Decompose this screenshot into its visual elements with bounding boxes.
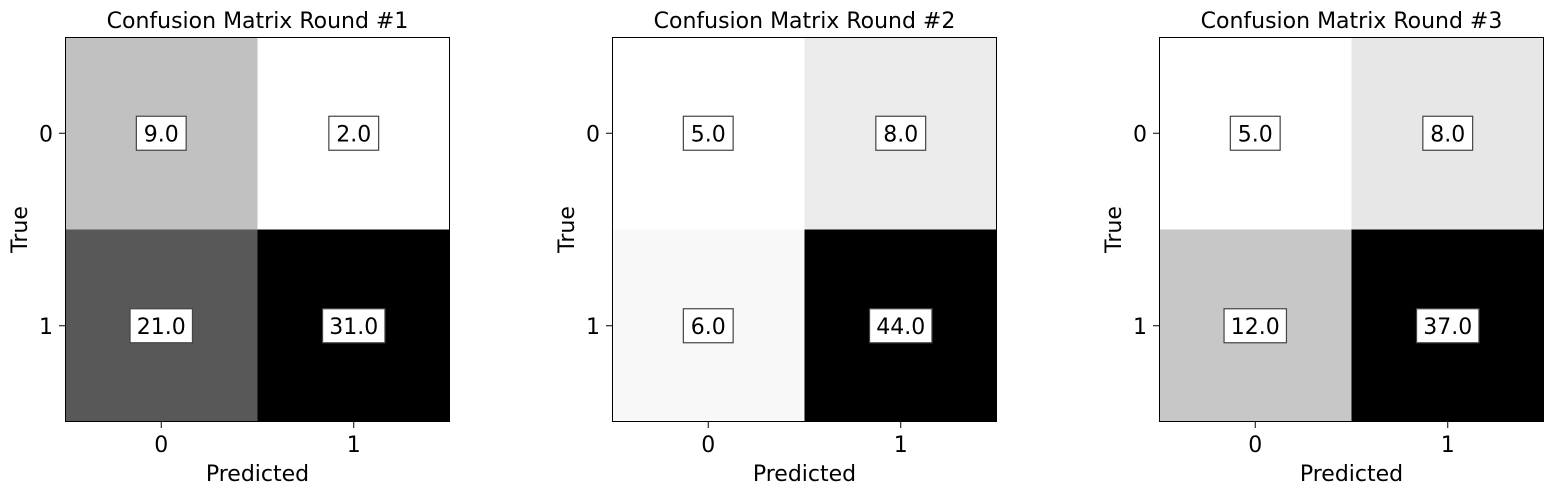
value-label: 2.0 xyxy=(336,122,371,147)
value-label-box xyxy=(868,308,933,344)
y-axis-label: True xyxy=(555,206,580,254)
x-tick-label: 0 xyxy=(154,433,168,458)
x-axis-label: Predicted xyxy=(206,462,309,487)
value-label-box xyxy=(682,308,734,344)
value-label-box xyxy=(129,308,194,344)
confusion-matrix-panel-3: 5.0 8.0 12.0 37.0 0 1 0 1 Confusion Matrix Round… xyxy=(1102,9,1544,487)
chart-title: Confusion Matrix Round #3 xyxy=(1201,9,1503,34)
axes-frame xyxy=(612,37,997,422)
value-label: 5.0 xyxy=(1238,122,1273,147)
value-label: 44.0 xyxy=(876,315,925,340)
value-label: 9.0 xyxy=(144,122,179,147)
value-label: 37.0 xyxy=(1423,315,1472,340)
value-label-box xyxy=(135,115,187,151)
y-tick-label: 1 xyxy=(586,315,600,340)
y-tick-label: 0 xyxy=(39,122,53,147)
value-label-box xyxy=(321,308,386,344)
x-tick-label: 1 xyxy=(894,433,908,458)
x-tick-label: 1 xyxy=(347,433,361,458)
value-label: 21.0 xyxy=(137,315,186,340)
y-tick-label: 1 xyxy=(1133,315,1147,340)
confusion-matrix-panel-1: 9.0 2.0 21.0 31.0 0 1 0 1 Confusion Matrix Round… xyxy=(8,9,450,487)
confusion-matrix-panel-2: 5.0 8.0 6.0 44.0 0 1 0 1 Confusion Matrix Round … xyxy=(555,9,997,487)
x-tick-label: 1 xyxy=(1441,433,1455,458)
x-axis-label: Predicted xyxy=(1300,462,1403,487)
value-label-box xyxy=(1422,115,1474,151)
value-label-box xyxy=(1223,308,1288,344)
value-label: 12.0 xyxy=(1231,315,1280,340)
x-tick-label: 0 xyxy=(701,433,715,458)
x-tick-label: 0 xyxy=(1248,433,1262,458)
axes-frame xyxy=(1159,37,1544,422)
value-label-box xyxy=(1415,308,1480,344)
value-label: 8.0 xyxy=(1430,122,1465,147)
chart-title: Confusion Matrix Round #2 xyxy=(654,9,956,34)
value-label: 5.0 xyxy=(691,122,726,147)
y-tick-label: 0 xyxy=(1133,122,1147,147)
chart-title: Confusion Matrix Round #1 xyxy=(107,9,409,34)
y-axis-label: True xyxy=(8,206,33,254)
y-tick-label: 1 xyxy=(39,315,53,340)
value-label: 8.0 xyxy=(883,122,918,147)
value-label: 6.0 xyxy=(691,315,726,340)
y-tick-label: 0 xyxy=(586,122,600,147)
x-axis-label: Predicted xyxy=(753,462,856,487)
value-label-box xyxy=(875,115,927,151)
value-label-box xyxy=(682,115,734,151)
value-label-box xyxy=(328,115,380,151)
axes-frame xyxy=(65,37,450,422)
value-label: 31.0 xyxy=(329,315,378,340)
y-axis-label: True xyxy=(1102,206,1127,254)
value-label-box xyxy=(1229,115,1281,151)
